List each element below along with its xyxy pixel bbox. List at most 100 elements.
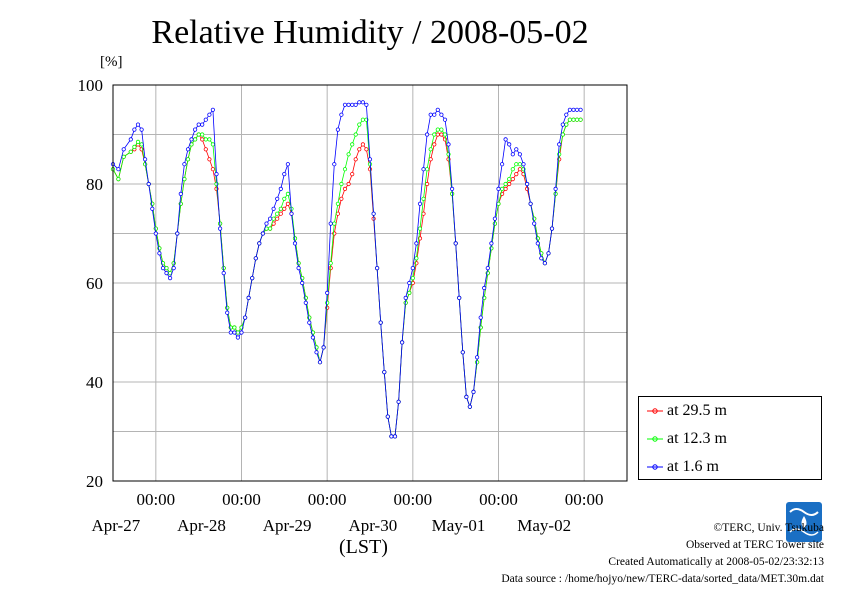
x-tick-date: Apr-28 — [177, 516, 226, 535]
data-point — [335, 127, 340, 132]
data-point — [364, 147, 369, 152]
data-point — [446, 142, 451, 147]
data-point — [542, 261, 548, 266]
data-point — [135, 139, 141, 144]
data-point — [185, 157, 191, 162]
data-point — [203, 137, 208, 142]
data-point — [210, 167, 215, 172]
data-point — [214, 181, 219, 187]
data-point — [357, 147, 362, 152]
data-point — [557, 142, 562, 147]
data-point — [193, 127, 198, 132]
credit-site: Observed at TERC Tower site — [685, 539, 824, 551]
data-point — [467, 404, 472, 409]
x-tick-time: 00:00 — [222, 490, 261, 509]
data-point — [146, 181, 151, 187]
data-point — [424, 167, 430, 172]
data-point — [471, 389, 476, 394]
data-point — [328, 221, 333, 226]
data-point — [521, 162, 526, 167]
data-point — [182, 177, 187, 182]
data-point — [214, 172, 219, 177]
data-point — [421, 196, 426, 201]
data-point — [499, 162, 505, 167]
data-point — [132, 144, 137, 149]
legend-swatch-blue — [647, 464, 663, 470]
data-point — [135, 122, 141, 127]
data-point — [271, 206, 276, 211]
y-tick-label: 20 — [86, 472, 103, 491]
data-point — [474, 355, 480, 360]
data-point — [453, 241, 458, 246]
data-point — [193, 137, 198, 142]
data-point — [410, 275, 415, 281]
data-point — [574, 117, 580, 122]
data-point — [143, 157, 148, 162]
x-tick-date: Apr-30 — [348, 516, 397, 535]
data-point — [532, 221, 537, 226]
data-point — [116, 167, 121, 172]
data-point — [185, 147, 191, 152]
data-point — [339, 181, 344, 187]
data-point — [435, 107, 440, 112]
data-point — [210, 142, 215, 147]
data-point — [200, 137, 205, 142]
credit-created: Created Automatically at 2008-05-02/23:3… — [608, 556, 824, 568]
data-point — [325, 290, 330, 295]
grid — [113, 85, 627, 481]
data-point — [396, 399, 401, 404]
data-point — [374, 265, 380, 271]
data-point — [278, 211, 283, 216]
data-point — [207, 157, 212, 162]
legend-label: at 1.6 m — [667, 458, 719, 475]
data-point — [421, 167, 426, 172]
data-point — [421, 211, 426, 216]
data-point — [564, 112, 569, 117]
data-point — [207, 112, 212, 117]
data-point — [492, 216, 497, 221]
data-point — [464, 394, 469, 399]
data-point — [482, 285, 487, 291]
data-point — [560, 122, 565, 127]
data-point — [567, 117, 573, 122]
data-point — [353, 102, 358, 107]
legend-item-29-5m: at 29.5 m — [645, 401, 815, 421]
data-point — [267, 226, 273, 231]
data-point — [442, 117, 448, 122]
data-point — [346, 181, 351, 187]
data-point — [278, 186, 283, 191]
data-point — [567, 107, 573, 112]
data-point — [132, 127, 137, 132]
data-point — [150, 206, 155, 211]
data-point — [414, 241, 419, 246]
data-point — [496, 186, 501, 191]
x-tick-date: Apr-29 — [263, 516, 312, 535]
data-point — [121, 147, 126, 152]
data-point — [435, 132, 440, 137]
data-point — [232, 325, 237, 330]
data-point — [407, 280, 412, 286]
data-point — [128, 137, 133, 142]
data-point — [164, 265, 169, 271]
data-point — [350, 102, 355, 107]
data-point — [303, 300, 308, 305]
data-point — [350, 172, 355, 177]
data-point — [499, 186, 505, 191]
data-point — [339, 112, 344, 117]
data-point — [250, 275, 255, 281]
series-1 — [110, 117, 583, 439]
data-point — [350, 142, 355, 147]
series-3 — [110, 100, 583, 439]
data-point — [253, 256, 258, 261]
x-tick-time: 00:00 — [479, 490, 518, 509]
data-point — [507, 142, 512, 147]
data-point — [285, 191, 290, 196]
data-point — [371, 211, 376, 216]
data-point — [139, 127, 144, 132]
data-point — [168, 275, 173, 281]
data-point — [235, 330, 240, 335]
data-point — [553, 186, 558, 191]
data-point — [175, 231, 180, 236]
data-point — [285, 201, 290, 206]
data-point — [239, 330, 244, 335]
